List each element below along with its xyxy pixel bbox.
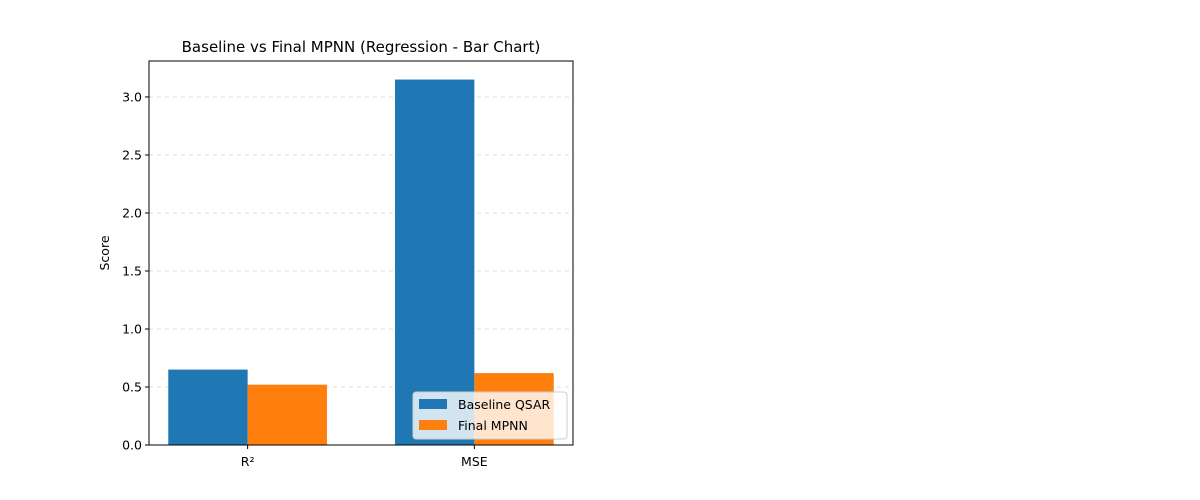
y-tick-label: 0.0 (122, 438, 142, 453)
y-tick-label: 2.5 (122, 147, 142, 162)
y-axis-label: Score (97, 235, 112, 270)
y-tick-label: 1.5 (122, 263, 142, 278)
legend-swatch-final-mpnn (419, 420, 447, 430)
legend-label-baseline-qsar: Baseline QSAR (458, 397, 551, 412)
x-axis-ticks: R² MSE (241, 445, 488, 469)
y-tick-label: 0.5 (122, 379, 142, 394)
bar-final-mpnn-r2 (247, 384, 327, 445)
y-tick-label: 2.0 (122, 205, 142, 220)
legend-swatch-baseline-qsar (419, 399, 447, 409)
plot-area-frame (148, 60, 574, 446)
chart-title: Baseline vs Final MPNN (Regression - Bar… (182, 38, 541, 56)
y-axis-ticks: 0.0 0.5 1.0 1.5 2.0 2.5 3.0 (122, 89, 149, 453)
gridlines (149, 96, 573, 388)
bar-baseline-qsar-r2 (168, 369, 248, 445)
y-tick-label: 3.0 (122, 89, 142, 104)
legend-label-final-mpnn: Final MPNN (458, 418, 528, 433)
bar-baseline-qsar-mse (395, 79, 475, 445)
x-tick-label: R² (241, 454, 255, 469)
y-tick-label: 1.0 (122, 321, 142, 336)
x-tick-label: MSE (461, 454, 488, 469)
legend: Baseline QSAR Final MPNN (412, 391, 568, 440)
legend-box (412, 391, 568, 440)
